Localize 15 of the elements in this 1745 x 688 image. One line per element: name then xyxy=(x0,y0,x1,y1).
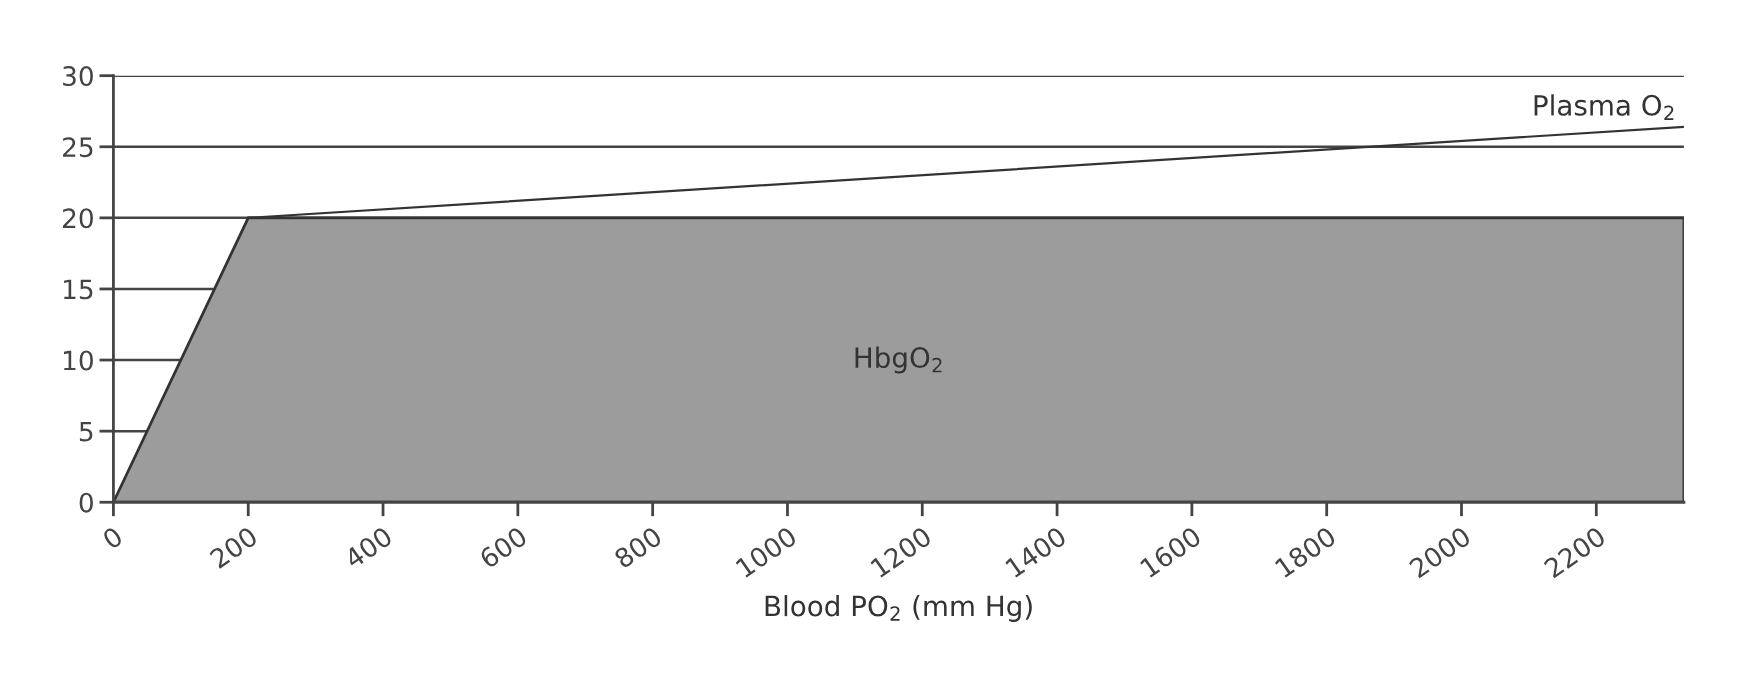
x-tick-label: 600 xyxy=(478,525,529,570)
x-tick-label: 800 xyxy=(613,525,663,570)
x-tick-label: 400 xyxy=(343,525,394,570)
y-tick-label: 15 xyxy=(63,279,93,300)
y-tick-label: 10 xyxy=(63,350,93,371)
x-tick-label: 200 xyxy=(208,525,259,569)
x-tick-label: 0 xyxy=(101,525,124,550)
y-tick-label: 20 xyxy=(63,208,93,229)
x-axis-title: Blood PO$_{2}$ (mm Hg) xyxy=(765,595,1032,622)
y-tick-label: 0 xyxy=(79,492,93,513)
y-tick-label: 25 xyxy=(63,137,93,158)
y-tick-label: 30 xyxy=(63,66,93,87)
series-label: Plasma O$_{2}$ xyxy=(1534,94,1674,120)
series-label: HbgO$_{2}$ xyxy=(855,346,942,374)
y-tick-label: 5 xyxy=(79,421,93,442)
